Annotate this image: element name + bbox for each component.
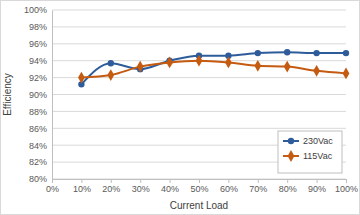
data-point (313, 65, 320, 77)
x-tick-mark (346, 179, 347, 183)
data-point (225, 57, 232, 69)
x-tick: 10% (73, 179, 91, 194)
x-tick-label: 20% (102, 184, 120, 194)
x-tick: 60% (220, 179, 238, 194)
x-tick-label: 40% (161, 184, 179, 194)
data-point (78, 72, 85, 84)
x-tick: 80% (279, 179, 297, 194)
y-tick: 82% (29, 157, 52, 167)
x-tick-label: 60% (220, 184, 238, 194)
y-tick-label: 96% (29, 39, 47, 49)
y-tick: 84% (29, 141, 52, 151)
y-tick: 98% (29, 22, 52, 32)
data-point (284, 49, 290, 55)
grid-line (52, 128, 346, 129)
x-tick-mark (228, 179, 229, 183)
y-tick: 88% (29, 107, 52, 117)
x-tick-label: 50% (190, 184, 208, 194)
y-tick-label: 98% (29, 22, 47, 32)
x-tick-mark (111, 179, 112, 183)
series-group (78, 49, 349, 87)
chart: 0%10%20%30%40%50%60%70%80%90%100%80%82%8… (0, 0, 360, 215)
grid-line (52, 10, 346, 11)
data-point (137, 61, 144, 73)
x-tick-mark (140, 179, 141, 183)
x-tick: 20% (102, 179, 120, 194)
x-tick-mark (287, 179, 288, 183)
y-tick: 90% (29, 90, 52, 100)
x-tick-label: 0% (46, 184, 59, 194)
grid-line (52, 43, 346, 44)
data-point (108, 60, 114, 66)
grid-line (52, 94, 346, 95)
x-tick: 30% (132, 179, 150, 194)
x-tick-label: 100% (335, 184, 358, 194)
y-tick-label: 88% (29, 107, 47, 117)
y-tick-label: 80% (29, 174, 47, 184)
data-point (254, 60, 261, 72)
series-line (81, 61, 346, 78)
data-point (343, 67, 350, 79)
x-tick-label: 70% (249, 184, 267, 194)
y-tick-label: 92% (29, 73, 47, 83)
y-axis: 80% 82% 84% 86% 88% 90% 92% 94% 96% 98% 100% (24, 5, 53, 184)
data-point (284, 61, 291, 73)
x-tick-mark (170, 179, 171, 183)
chart-border (1, 1, 360, 215)
x-tick-mark (52, 179, 53, 183)
x-axis: 0% 10% 20% 30% 40% 50% 60% 70% 80% 90% 100% (46, 179, 358, 194)
plot: 0%10%20%30%40%50%60%70%80%90%100%80%82%8… (24, 5, 358, 194)
legend-entry: 115Vac (283, 150, 333, 162)
x-tick-mark (199, 179, 200, 183)
y-tick: 80% (29, 174, 52, 184)
data-point (343, 50, 349, 56)
x-tick-label: 10% (73, 184, 91, 194)
x-tick: 90% (308, 179, 326, 194)
data-point (166, 57, 173, 69)
legend-label: 115Vac (303, 151, 333, 161)
data-point (196, 55, 203, 67)
x-tick-label: 80% (279, 184, 297, 194)
y-tick: 86% (29, 124, 52, 134)
data-point (313, 50, 319, 56)
data-point (255, 50, 261, 56)
y-tick-label: 94% (29, 56, 47, 66)
y-tick: 92% (29, 73, 52, 83)
series-markers (78, 55, 349, 84)
y-tick-label: 84% (29, 141, 47, 151)
y-tick-label: 86% (29, 124, 47, 134)
y-axis-title: Efficiency (2, 73, 13, 116)
legend-marker (288, 138, 294, 144)
y-tick-label: 82% (29, 157, 47, 167)
x-tick: 70% (249, 179, 267, 194)
x-axis-title: Current Load (170, 200, 228, 211)
x-tick: 0% (46, 179, 59, 194)
x-tick-mark (258, 179, 259, 183)
y-tick-label: 90% (29, 90, 47, 100)
x-tick-label: 90% (308, 184, 326, 194)
x-tick-label: 30% (132, 184, 150, 194)
y-tick: 94% (29, 56, 52, 66)
legend-entry: 230Vac (283, 136, 333, 146)
series-markers (78, 49, 349, 87)
grid-line (52, 111, 346, 112)
grid-line (52, 26, 346, 27)
x-tick: 100% (335, 179, 358, 194)
x-tick-mark (81, 179, 82, 183)
y-tick: 100% (24, 5, 52, 15)
legend-box (278, 131, 342, 173)
x-tick: 40% (161, 179, 179, 194)
y-axis-line (52, 11, 53, 180)
data-point (107, 69, 114, 81)
series-line (81, 52, 346, 84)
x-tick: 50% (190, 179, 208, 194)
x-tick-mark (317, 179, 318, 183)
legend-marker (288, 150, 295, 162)
grid (52, 10, 346, 179)
legend-label: 230Vac (303, 136, 333, 146)
y-tick-label: 100% (24, 5, 47, 15)
legend: 230Vac 115Vac (278, 131, 342, 173)
y-tick: 96% (29, 39, 52, 49)
